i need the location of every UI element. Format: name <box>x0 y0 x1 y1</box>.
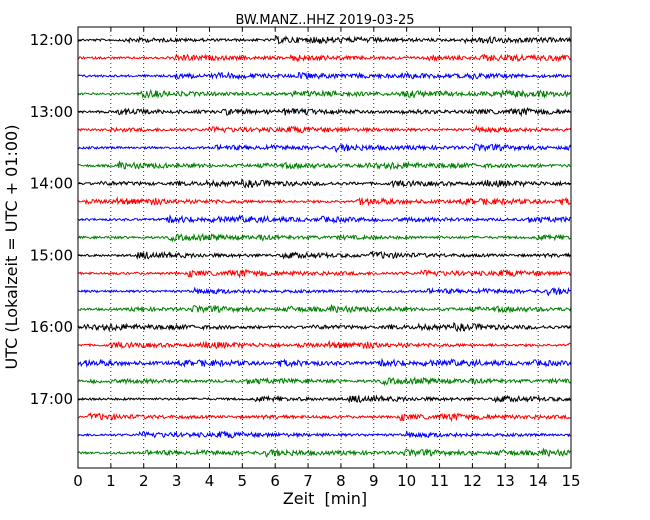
x-tick-label: 2 <box>139 472 149 490</box>
chart-title: BW.MANZ..HHZ 2019-03-25 <box>235 13 414 28</box>
plot-frame <box>77 26 572 469</box>
x-tick-label: 4 <box>205 472 215 490</box>
x-tick-label: 11 <box>430 472 449 490</box>
x-axis-label: Zeit [min] <box>283 489 367 508</box>
seismic-trace <box>77 124 572 134</box>
seismic-trace <box>77 142 572 153</box>
seismic-traces <box>77 35 572 458</box>
vertical-gridlines <box>110 27 539 468</box>
x-tick-label: 12 <box>463 472 482 490</box>
x-tick-label: 7 <box>303 472 313 490</box>
seismic-trace <box>77 178 572 189</box>
seismic-trace <box>77 71 572 81</box>
seismic-trace <box>77 286 571 297</box>
y-axis-ticks: 12:00 13:00 14:00 15:00 16:00 17:00 <box>30 31 571 408</box>
y-tick-label: 12:00 <box>30 31 73 49</box>
seismic-trace <box>77 250 572 261</box>
x-tick-label: 6 <box>270 472 280 490</box>
seismic-trace <box>77 35 572 45</box>
x-tick-label: 14 <box>529 472 548 490</box>
seismic-trace <box>77 107 572 118</box>
seismic-trace <box>77 196 571 207</box>
x-axis-ticks: 0 1 2 3 4 5 6 7 8 9 10 11 12 13 14 15 <box>73 27 581 490</box>
x-tick-label: 10 <box>397 472 416 490</box>
seismic-trace <box>77 53 572 63</box>
y-tick-label: 14:00 <box>30 175 73 193</box>
y-tick-label: 16:00 <box>30 318 73 336</box>
x-tick-label: 9 <box>369 472 379 490</box>
x-tick-label: 8 <box>336 472 346 490</box>
x-tick-label: 1 <box>106 472 116 490</box>
seismic-trace <box>77 339 571 350</box>
seismic-trace <box>77 214 571 225</box>
x-tick-label: 5 <box>238 472 248 490</box>
seismic-trace <box>77 268 572 279</box>
seismic-trace <box>77 447 572 458</box>
x-tick-label: 0 <box>73 472 83 490</box>
y-tick-label: 13:00 <box>30 103 73 121</box>
x-tick-label: 3 <box>172 472 182 490</box>
seismic-trace <box>77 394 572 404</box>
seismic-trace <box>77 411 572 423</box>
seismic-trace <box>77 357 572 369</box>
seismic-trace <box>77 376 572 387</box>
y-tick-label: 15:00 <box>30 246 73 264</box>
seismic-trace <box>77 88 571 99</box>
seismic-trace <box>77 160 572 171</box>
seismic-trace <box>77 321 572 333</box>
seismic-trace <box>77 232 572 243</box>
y-axis-label: UTC (Lokalzeit = UTC + 01:00) <box>2 125 21 370</box>
x-tick-label: 13 <box>496 472 515 490</box>
seismic-trace <box>77 303 572 314</box>
y-tick-label: 17:00 <box>30 390 73 408</box>
x-tick-label: 15 <box>561 472 580 490</box>
seismic-trace <box>77 429 571 439</box>
